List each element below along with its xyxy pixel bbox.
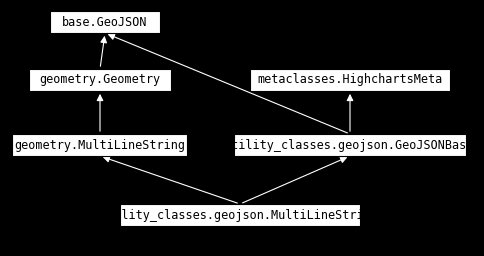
FancyBboxPatch shape (29, 69, 171, 91)
Text: geometry.Geometry: geometry.Geometry (39, 73, 160, 87)
FancyBboxPatch shape (120, 204, 359, 226)
Text: base.GeoJSON: base.GeoJSON (62, 16, 148, 28)
Text: metaclasses.HighchartsMeta: metaclasses.HighchartsMeta (257, 73, 442, 87)
Text: utility_classes.geojson.MultiLineString: utility_classes.geojson.MultiLineString (101, 208, 378, 221)
FancyBboxPatch shape (233, 134, 465, 156)
FancyBboxPatch shape (13, 134, 187, 156)
FancyBboxPatch shape (50, 11, 160, 33)
Text: geometry.MultiLineString: geometry.MultiLineString (15, 138, 185, 152)
Text: utility_classes.geojson.GeoJSONBase: utility_classes.geojson.GeoJSONBase (225, 138, 474, 152)
FancyBboxPatch shape (249, 69, 449, 91)
